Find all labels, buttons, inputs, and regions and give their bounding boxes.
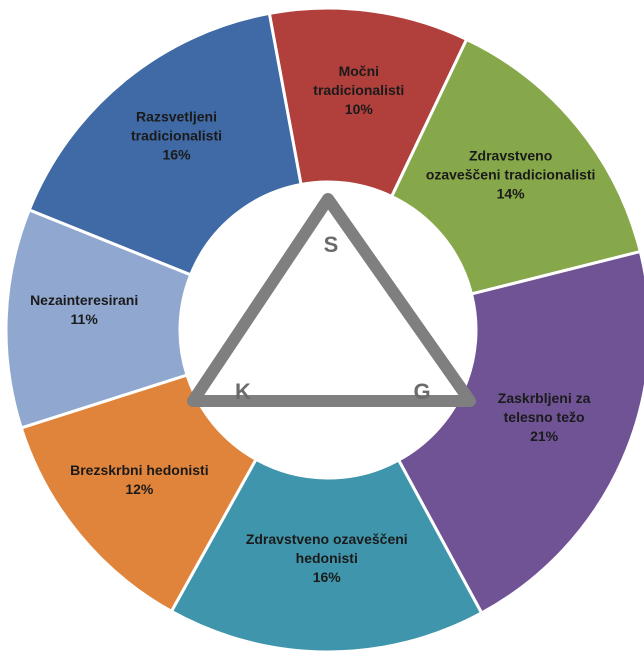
slice-name-line: hedonisti [296,550,358,566]
slice-percent-label: 11% [71,311,99,327]
triangle-letter-bottom-left: K [235,379,251,404]
slice-name-line: Zdravstveno [469,148,552,164]
slice-percent-label: 14% [497,186,526,202]
slice-label: Razsvetljeni tradicionalisti 16% [131,108,222,162]
donut-slice [169,457,484,654]
slice-name-line: Razsvetljeni [136,108,217,124]
slice-name-line: Zdravstveno ozaveščeni [246,531,408,547]
slice-labels: Močni tradicionalisti 10% Zdravstveno ozaveš… [30,63,595,585]
slice-percent-label: 12% [125,481,154,497]
triangle-icon [187,193,476,407]
slice-label: Brezskrbni hedonisti 12% [70,462,208,497]
slice-name-line: Zaskrbljeni za [498,390,591,406]
donut-slice [396,249,644,616]
slice-label: Nezainteresirani 11% [30,292,138,327]
donut-slice [19,373,259,614]
slice-label: Zaskrbljeni za telesno težo 21% [498,390,591,444]
slice-name-line: ozaveščeni tradicionalisti [426,167,596,183]
slice-percent-label: 21% [530,428,559,444]
slice-label: Zdravstveno ozaveščeni tradicionalisti 14% [426,148,596,202]
slice-label: Močni tradicionalisti 10% [313,63,404,117]
slice-name-line: Nezainteresirani [30,292,138,308]
slice-percent-label: 16% [313,569,342,585]
center-symbol: S K G [187,193,476,407]
slice-name-line: tradicionalisti [131,127,222,143]
donut-slice [389,37,643,296]
triangle-letter-top: S [324,232,339,257]
slice-name-line: telesno težo [504,409,585,425]
slice-percent-label: 16% [163,146,192,162]
triangle-letter-bottom-right: G [413,379,430,404]
donut-slice [27,11,303,277]
slice-label: Zdravstveno ozaveščeni hedonisti 16% [246,531,408,585]
slice-name-line: Močni [339,63,379,79]
slice-name-line: tradicionalisti [313,82,404,98]
slice-percent-label: 10% [345,101,374,117]
donut-slices [4,6,644,654]
slice-name-line: Brezskrbni hedonisti [70,462,208,478]
